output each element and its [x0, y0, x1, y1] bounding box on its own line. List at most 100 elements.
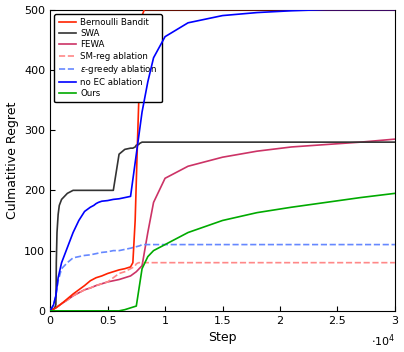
Ours	[289, 205, 294, 209]
Ours	[255, 210, 259, 215]
Ours	[393, 191, 398, 195]
no EC ablation	[51, 303, 56, 307]
SM-reg ablation	[65, 298, 70, 302]
Ours	[76, 309, 81, 313]
$\varepsilon$-greedy ablation	[88, 253, 93, 257]
Ours	[134, 304, 139, 308]
SWA	[50, 308, 55, 312]
FEWA	[105, 280, 110, 284]
SWA	[59, 197, 64, 201]
no EC ablation	[48, 309, 53, 313]
no EC ablation	[145, 80, 150, 84]
FEWA	[65, 298, 70, 302]
SWA	[136, 143, 141, 147]
Line: SM-reg ablation: SM-reg ablation	[50, 263, 395, 311]
SM-reg ablation	[133, 264, 138, 268]
SM-reg ablation	[88, 286, 93, 290]
FEWA	[393, 137, 398, 141]
FEWA	[185, 164, 190, 168]
no EC ablation	[151, 56, 156, 60]
$\varepsilon$-greedy ablation	[65, 260, 70, 265]
Ours	[117, 309, 122, 313]
SWA	[54, 291, 59, 295]
$\varepsilon$-greedy ablation	[135, 244, 140, 249]
FEWA	[48, 309, 53, 313]
SWA	[105, 188, 110, 193]
no EC ablation	[59, 260, 64, 265]
FEWA	[163, 176, 168, 181]
no EC ablation	[128, 194, 133, 199]
FEWA	[76, 291, 81, 295]
Ours	[324, 200, 328, 205]
FEWA	[140, 264, 145, 268]
Bernoulli Bandit	[88, 279, 93, 283]
no EC ablation	[220, 13, 225, 18]
SWA	[57, 203, 62, 208]
SWA	[117, 152, 122, 156]
SM-reg ablation	[82, 288, 87, 292]
Bernoulli Bandit	[145, 7, 150, 12]
Ours	[99, 309, 104, 313]
Bernoulli Bandit	[76, 288, 81, 292]
no EC ablation	[94, 201, 99, 206]
Ours	[82, 309, 87, 313]
SM-reg ablation	[48, 309, 53, 313]
Bernoulli Bandit	[140, 13, 145, 18]
$\varepsilon$-greedy ablation	[71, 256, 76, 260]
SWA	[56, 212, 61, 216]
Bernoulli Bandit	[59, 302, 64, 306]
Ours	[65, 309, 70, 313]
SM-reg ablation	[393, 260, 398, 265]
FEWA	[324, 143, 328, 147]
$\varepsilon$-greedy ablation	[76, 254, 81, 259]
$\varepsilon$-greedy ablation	[122, 247, 127, 252]
Bernoulli Bandit	[82, 283, 87, 288]
no EC ablation	[71, 231, 76, 235]
$\varepsilon$-greedy ablation	[105, 250, 110, 254]
SWA	[55, 231, 59, 235]
$\varepsilon$-greedy ablation	[48, 309, 53, 313]
Ours	[185, 231, 190, 235]
SM-reg ablation	[59, 302, 64, 306]
Ours	[105, 309, 110, 313]
X-axis label: Step: Step	[208, 331, 237, 344]
Ours	[71, 309, 76, 313]
Ours	[358, 195, 363, 200]
no EC ablation	[185, 21, 190, 25]
$\varepsilon$-greedy ablation	[56, 279, 61, 283]
no EC ablation	[99, 199, 104, 203]
FEWA	[111, 279, 116, 283]
Text: $\cdot10^4$: $\cdot10^4$	[370, 332, 395, 348]
no EC ablation	[289, 9, 294, 13]
no EC ablation	[122, 195, 127, 200]
SWA	[53, 303, 58, 307]
$\varepsilon$-greedy ablation	[111, 249, 116, 253]
no EC ablation	[65, 245, 70, 250]
SWA	[111, 188, 116, 193]
FEWA	[94, 283, 99, 288]
Bernoulli Bandit	[128, 265, 133, 269]
$\varepsilon$-greedy ablation	[53, 294, 58, 298]
Ours	[53, 309, 58, 313]
$\varepsilon$-greedy ablation	[117, 249, 122, 253]
Ours	[94, 309, 99, 313]
no EC ablation	[96, 200, 101, 205]
SM-reg ablation	[136, 260, 141, 265]
Bernoulli Bandit	[142, 7, 147, 12]
SM-reg ablation	[76, 291, 81, 295]
Bernoulli Bandit	[53, 306, 58, 310]
SWA	[393, 140, 398, 144]
SM-reg ablation	[140, 260, 145, 265]
no EC ablation	[134, 152, 139, 156]
SWA	[88, 188, 93, 193]
SM-reg ablation	[128, 266, 133, 271]
FEWA	[53, 306, 58, 310]
no EC ablation	[56, 276, 61, 280]
$\varepsilon$-greedy ablation	[94, 252, 99, 256]
Ours	[140, 266, 145, 271]
SM-reg ablation	[99, 282, 104, 286]
Ours	[88, 309, 93, 313]
FEWA	[145, 231, 150, 235]
Ours	[111, 309, 116, 313]
Bernoulli Bandit	[133, 218, 138, 222]
